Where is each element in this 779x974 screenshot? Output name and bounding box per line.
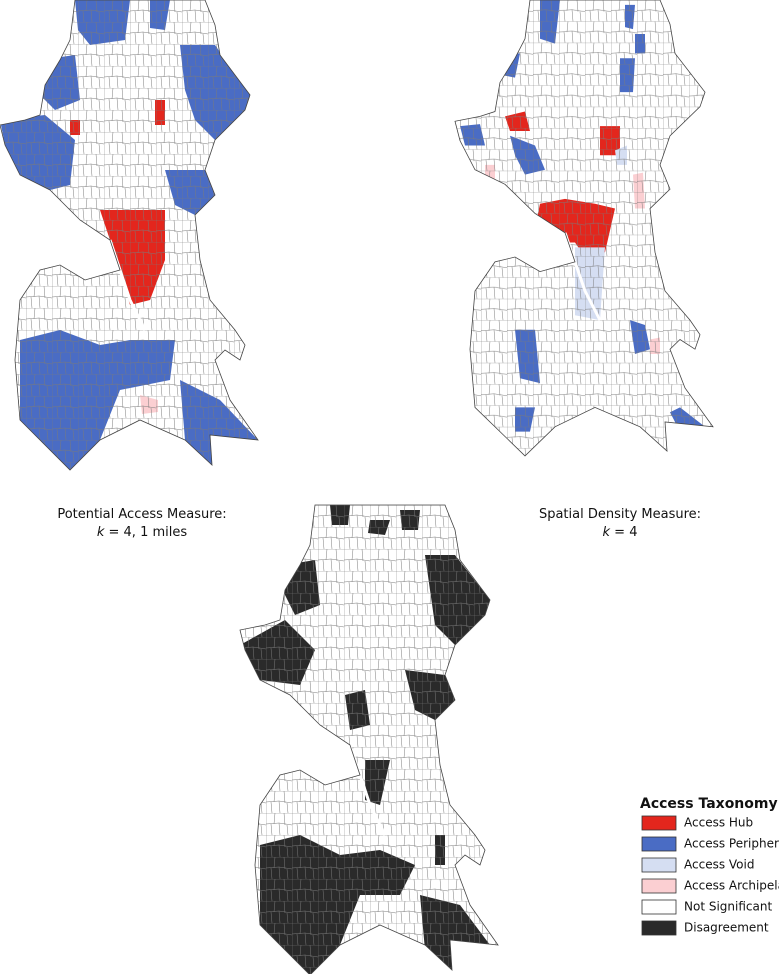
tract-lines — [240, 505, 498, 974]
caption-line: k = 4 — [603, 525, 638, 540]
tract-lines — [0, 0, 258, 470]
legend-swatch — [641, 836, 677, 852]
caption-text: = 4, 1 miles — [104, 525, 187, 540]
legend-label: Not Significant — [684, 900, 772, 914]
region-layer — [455, 0, 713, 456]
legend-swatch — [641, 899, 677, 915]
maps — [0, 0, 714, 974]
caption-variable: k — [603, 525, 611, 540]
legend-label: Access Periphery — [684, 837, 779, 851]
legend-swatch — [641, 857, 677, 873]
region-layer — [0, 0, 258, 470]
legend-title: Access Taxonomy — [640, 796, 778, 812]
legend-label: Access Void — [684, 858, 754, 872]
region-layer — [240, 505, 498, 974]
legend-label: Disagreement — [684, 921, 769, 935]
legend-label: Access Hub — [684, 816, 753, 830]
city-map — [239, 504, 499, 974]
legend-swatch — [641, 920, 677, 936]
legend-label: Access Archipelago — [684, 879, 779, 893]
caption-variable: k — [97, 525, 105, 540]
caption-text: = 4 — [610, 525, 637, 540]
caption-line: Potential Access Measure: — [57, 507, 226, 522]
caption-line: Spatial Density Measure: — [539, 507, 701, 522]
legend-swatch — [641, 878, 677, 894]
city-map — [0, 0, 259, 471]
city-map — [454, 0, 714, 457]
tract-lines — [455, 0, 713, 456]
legend: Access Taxonomy Access Hub Access Periphe… — [640, 796, 779, 936]
legend-swatch — [641, 815, 677, 831]
caption-line: k = 4, 1 miles — [97, 525, 188, 540]
